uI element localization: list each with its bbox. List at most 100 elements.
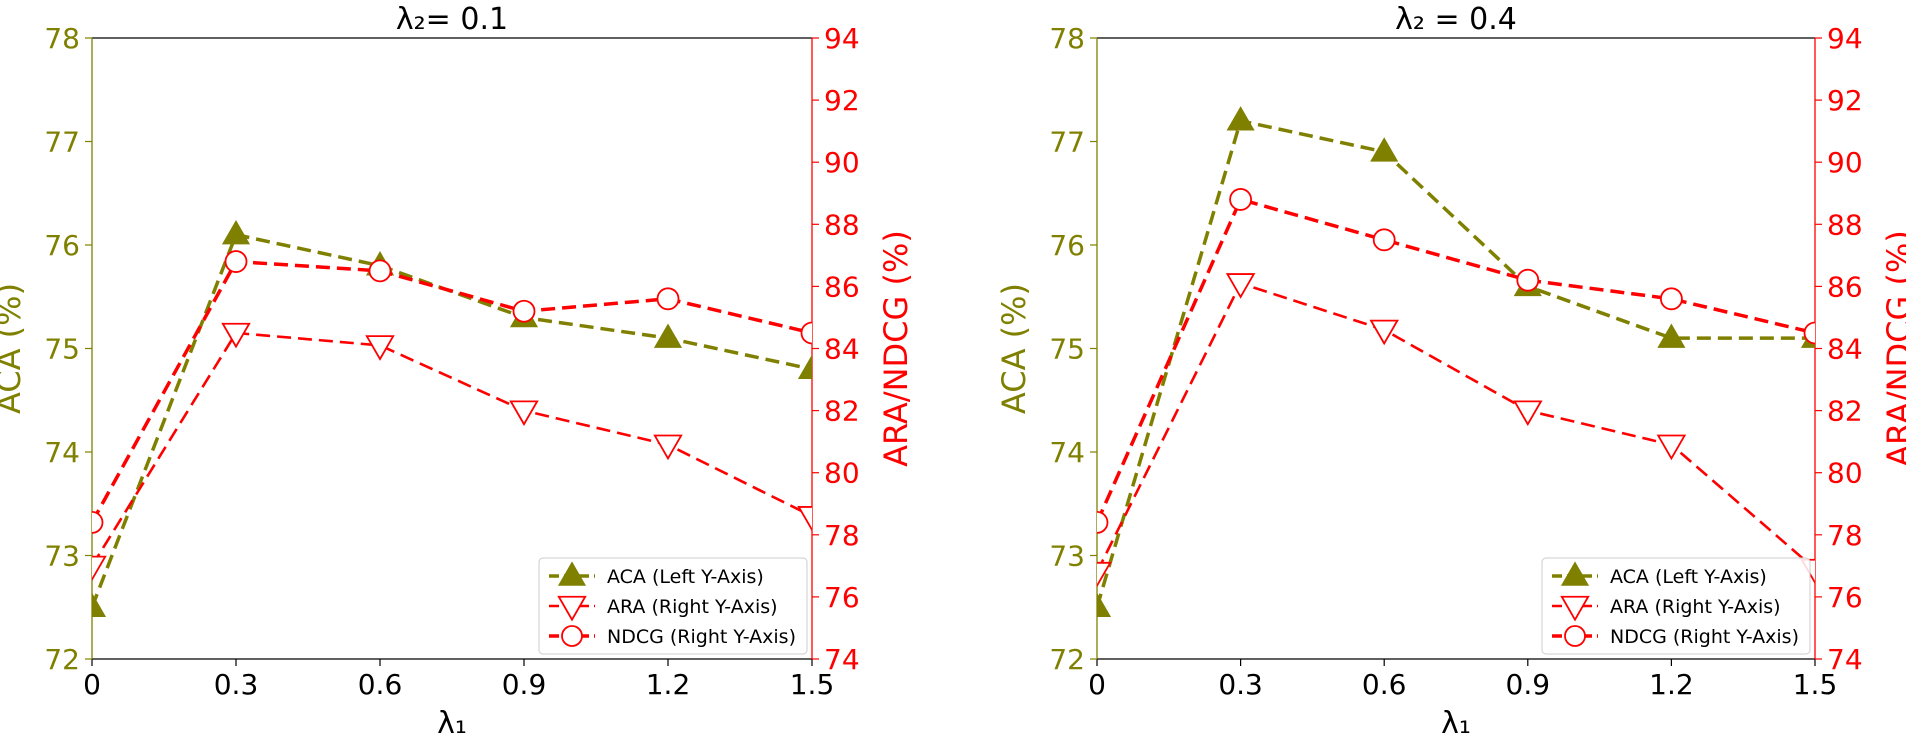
right-y-tick-label: 84 <box>824 333 860 366</box>
x-tick-label: 0.6 <box>1362 668 1407 701</box>
x-tick-label: 0.9 <box>502 668 547 701</box>
aca-data-point <box>1657 323 1686 348</box>
ndcg-data-point <box>1516 268 1540 292</box>
legend-label-aca: ACA (Left Y-Axis) <box>607 566 764 588</box>
ndcg-data-point <box>1372 228 1396 252</box>
aca-data-point <box>1097 592 1112 617</box>
plot-area <box>92 220 812 617</box>
legend-marker-ndcg <box>1564 625 1586 647</box>
ndcg-series-line <box>92 259 812 524</box>
left-y-tick-label: 78 <box>1049 22 1085 55</box>
right-y-tick-label: 74 <box>824 643 860 676</box>
left-y-tick-label: 74 <box>1049 436 1085 469</box>
right-y-tick-label: 80 <box>824 457 860 490</box>
legend-label-ndcg: NDCG (Right Y-Axis) <box>1610 626 1799 648</box>
left-y-tick-label: 77 <box>1049 126 1085 159</box>
right-y-tick-label: 94 <box>1827 22 1863 55</box>
ndcg-data-point <box>800 321 812 345</box>
right-y-tick-label: 86 <box>824 270 860 303</box>
chart-title: λ₂ = 0.4 <box>1395 2 1517 37</box>
right-y-tick-label: 76 <box>824 581 860 614</box>
ara-data-point <box>92 555 107 582</box>
ndcg-data-point <box>368 259 392 283</box>
ndcg-data-point <box>1660 287 1683 311</box>
right-y-tick-label: 82 <box>824 395 860 428</box>
aca-series-line <box>92 232 812 608</box>
ara-data-point <box>797 506 812 532</box>
x-tick-label: 1.2 <box>646 668 691 701</box>
ndcg-data-point <box>1097 510 1109 534</box>
aca-data-point <box>797 354 812 379</box>
right-y-axis-label: ARA/NDCG (%) <box>1880 230 1906 467</box>
ara-data-point <box>1097 561 1112 588</box>
ara-data-point <box>1513 400 1543 427</box>
x-tick-label: 0.6 <box>358 668 403 701</box>
plot-area <box>1097 106 1815 617</box>
aca-data-point <box>653 323 683 348</box>
right-y-tick-label: 84 <box>1827 333 1863 366</box>
ndcg-data-point <box>224 250 248 273</box>
legend-box <box>1541 557 1811 655</box>
legend-label-aca: ACA (Left Y-Axis) <box>1610 566 1767 588</box>
ndcg-series-line <box>1097 197 1815 524</box>
x-tick-label: 1.5 <box>1793 668 1838 701</box>
ara-data-point <box>365 335 395 361</box>
legend-label-ndcg: NDCG (Right Y-Axis) <box>607 626 796 648</box>
right-y-tick-label: 78 <box>1827 519 1863 552</box>
x-axis-label: λ₁ <box>1441 706 1471 736</box>
legend-label-ara: ARA (Right Y-Axis) <box>1610 596 1781 618</box>
right-y-tick-label: 86 <box>1827 270 1863 303</box>
x-tick-label: 0 <box>1088 668 1106 701</box>
legend-marker-aca <box>557 561 587 586</box>
legend: ACA (Left Y-Axis) ARA (Right Y-Axis) NDCG … <box>1541 557 1811 655</box>
aca-data-point <box>92 592 107 617</box>
aca-data-point <box>221 220 251 245</box>
right-y-tick-label: 80 <box>1827 457 1863 490</box>
ara-series-line <box>1097 281 1815 573</box>
ndcg-data-point <box>92 510 104 534</box>
left-y-tick-label: 73 <box>1049 540 1085 573</box>
ara-data-point <box>1369 319 1399 346</box>
ndcg-data-point <box>1803 321 1815 345</box>
legend-box <box>538 557 808 655</box>
x-axis-label: λ₁ <box>437 706 467 736</box>
chart-panel-1: λ₂= 0.1 0 0.3 0.6 0.9 1.2 1.5 λ₁ 72 73 74 75 76 77 78 A… <box>0 2 915 736</box>
ara-data-point <box>653 434 683 461</box>
left-y-axis-label: ACA (%) <box>995 283 1033 414</box>
right-y-tick-label: 88 <box>1827 208 1863 241</box>
x-tick-label: 0 <box>83 668 101 701</box>
x-tick-label: 0.3 <box>214 668 259 701</box>
aca-data-point <box>1226 106 1255 131</box>
ara-data-point <box>1656 434 1687 461</box>
left-y-tick-label: 76 <box>1049 229 1085 262</box>
left-y-tick-label: 74 <box>44 436 80 469</box>
right-y-tick-label: 82 <box>1827 395 1863 428</box>
right-y-axis-label: ARA/NDCG (%) <box>877 230 915 467</box>
right-y-tick-label: 90 <box>1827 146 1863 179</box>
right-y-tick-label: 92 <box>824 84 860 117</box>
ndcg-data-point <box>512 299 536 323</box>
ara-data-point <box>509 400 539 427</box>
x-tick-label: 0.3 <box>1218 668 1263 701</box>
left-y-tick-label: 76 <box>44 229 80 262</box>
left-y-tick-label: 73 <box>44 540 80 573</box>
left-y-tick-label: 72 <box>1049 643 1085 676</box>
legend-marker-ndcg <box>561 625 583 647</box>
legend-marker-aca <box>1560 561 1590 586</box>
ara-series-line <box>92 331 812 567</box>
right-y-tick-label: 74 <box>1827 643 1863 676</box>
legend-marker-ara <box>557 595 587 622</box>
ara-data-point <box>221 322 251 349</box>
legend: ACA (Left Y-Axis) ARA (Right Y-Axis) NDCG … <box>538 557 808 655</box>
right-y-tick-label: 76 <box>1827 581 1863 614</box>
left-y-axis-label: ACA (%) <box>0 283 28 414</box>
left-y-tick-label: 75 <box>1049 333 1085 366</box>
left-y-tick-label: 78 <box>44 22 80 55</box>
legend-marker-ara <box>1560 595 1590 622</box>
right-y-tick-label: 90 <box>824 146 860 179</box>
left-y-tick-label: 72 <box>44 643 80 676</box>
chart-title: λ₂= 0.1 <box>396 2 508 37</box>
right-y-tick-label: 88 <box>824 208 860 241</box>
right-y-tick-label: 92 <box>1827 84 1863 117</box>
